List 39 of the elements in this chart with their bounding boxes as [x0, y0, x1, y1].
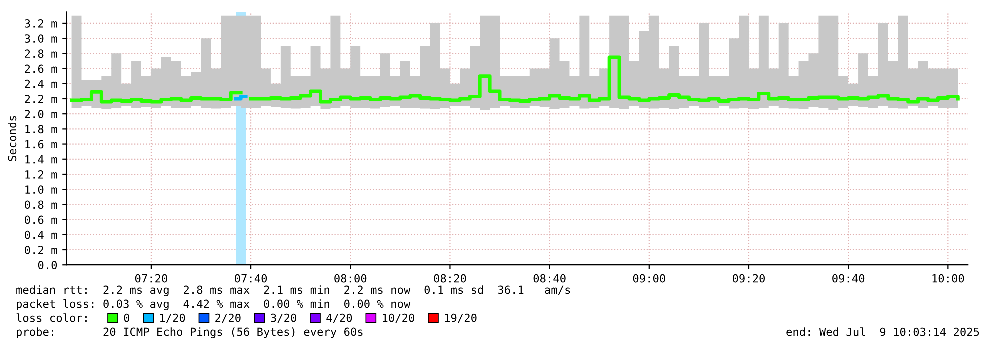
x-tick-label: 09:20	[732, 274, 765, 283]
y-tick-label: 1.2 m	[26, 170, 58, 179]
y-tick-label: 1.8 m	[26, 125, 58, 134]
legend-title: loss color:	[16, 314, 87, 322]
y-tick-label: 1.6 m	[26, 140, 58, 149]
x-tick-label: 08:00	[334, 274, 367, 283]
y-tick-label: 2.6 m	[25, 64, 58, 74]
y-tick-label: 2.0 m	[25, 110, 58, 118]
legend-label: 1/20	[160, 314, 186, 324]
legend-label: 2/20	[216, 314, 241, 324]
text: packet loss: 0.03 % avg 4.42 % max 0.00 % min 0.00 % now	[17, 300, 411, 310]
y-tick-label: 0.8 m	[25, 200, 58, 210]
x-tick-label: 08:20	[434, 274, 466, 283]
y-tick-label: 3.0 m	[25, 34, 58, 43]
x-tick-label: 09:40	[832, 274, 865, 283]
legend-label: 10/20	[383, 314, 414, 324]
text: end: Wed Jul 9 10:03:14 2025	[786, 328, 980, 336]
legend-label: 19/20	[445, 314, 477, 324]
x-tick-label: 07:20	[135, 274, 168, 283]
y-tick-label: 1.0 m	[26, 186, 58, 194]
text: probe: 20 ICMP Echo Pings (56 Bytes) every 60s	[17, 328, 363, 338]
y-tick-label: 1.4 m	[26, 156, 58, 164]
y-axis-title: Seconds	[8, 116, 17, 162]
y-tick-label: 3.2 m	[25, 19, 58, 28]
x-tick-label: 07:40	[235, 274, 268, 283]
y-tick-label: 2.8 m	[25, 50, 58, 58]
legend-label: 0	[124, 314, 130, 322]
x-tick-label: 10:00	[932, 274, 964, 283]
legend-label: 4/20	[326, 314, 352, 324]
y-tick-label: 0.4 m	[25, 230, 58, 240]
y-tick-label: 2.4 m	[25, 80, 58, 88]
y-tick-label: 0.6 m	[25, 216, 58, 224]
x-tick-label: 09:00	[633, 274, 666, 283]
y-tick-label: 2.2 m	[25, 94, 58, 104]
text: median rtt: 2.2 ms avg 2.8 ms max 2.1 ms min 2.2 ms now 0.1 ms sd 36.1 am/s	[16, 286, 570, 296]
y-tick-label: 0.0	[38, 261, 58, 270]
legend-label: 3/20	[271, 314, 296, 324]
x-tick-label: 08:40	[534, 274, 566, 283]
y-tick-label: 0.2 m	[25, 246, 58, 254]
